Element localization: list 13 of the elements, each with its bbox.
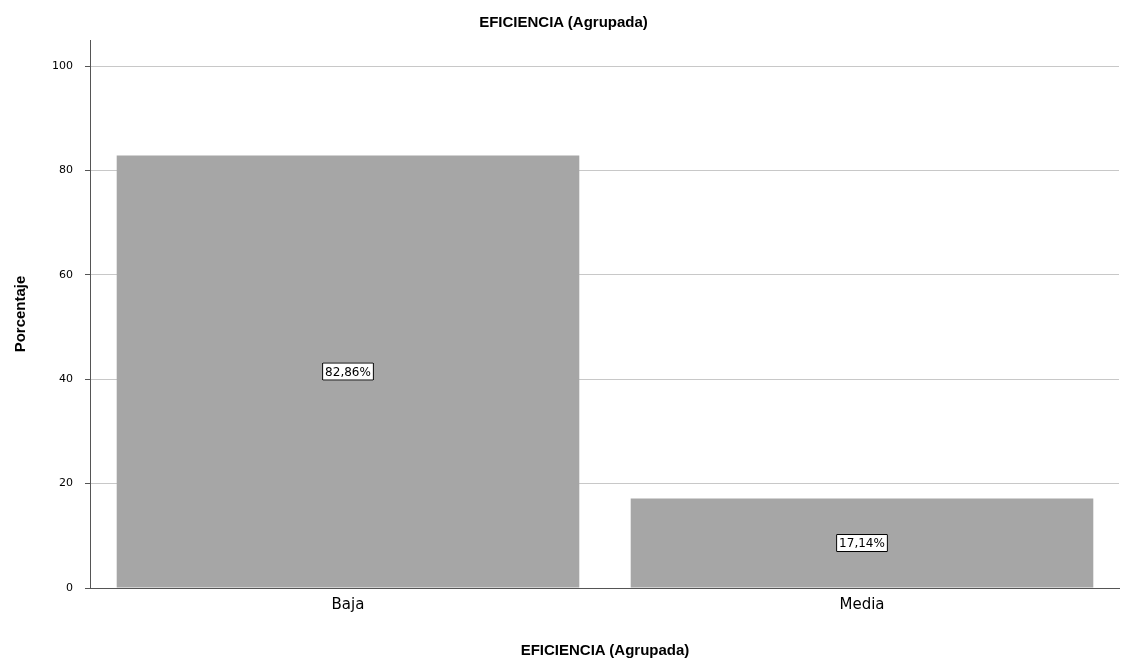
- y-tick-label: 20: [59, 476, 73, 490]
- x-axis-title: EFICIENCIA (Agrupada): [520, 641, 690, 659]
- x-tick-label: Media: [839, 594, 885, 613]
- chart-title: EFICIENCIA (Agrupada): [479, 13, 648, 31]
- y-tick-label: 80: [59, 163, 73, 177]
- y-axis-title: Porcentaje: [11, 275, 29, 353]
- y-tick-label: 60: [59, 267, 73, 281]
- y-tick-label: 40: [59, 372, 73, 386]
- data-label: 82,86%: [325, 364, 371, 379]
- y-tick-label: 0: [66, 580, 73, 594]
- data-label: 17,14%: [839, 536, 885, 551]
- x-tick-label: Baja: [331, 594, 365, 613]
- y-tick-label: 100: [52, 58, 73, 72]
